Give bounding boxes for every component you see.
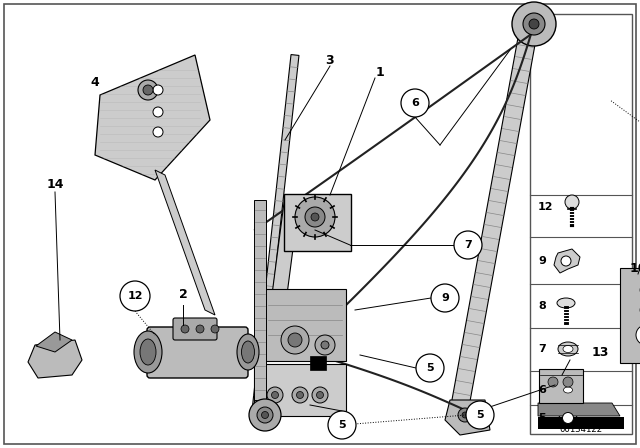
Polygon shape [554, 249, 580, 273]
Circle shape [312, 387, 328, 403]
Text: 5: 5 [338, 420, 346, 430]
Polygon shape [28, 340, 82, 378]
Ellipse shape [559, 384, 577, 396]
Circle shape [328, 411, 356, 439]
Circle shape [257, 407, 273, 423]
Ellipse shape [241, 341, 255, 363]
Circle shape [565, 195, 579, 209]
Circle shape [305, 207, 325, 227]
Circle shape [267, 387, 283, 403]
FancyBboxPatch shape [254, 364, 346, 416]
Text: 5: 5 [538, 413, 546, 423]
Ellipse shape [557, 298, 575, 308]
Text: 12: 12 [127, 291, 143, 301]
Text: 7: 7 [464, 240, 472, 250]
Text: 10: 10 [629, 262, 640, 275]
FancyBboxPatch shape [284, 194, 351, 251]
Text: 5: 5 [476, 410, 484, 420]
Circle shape [523, 13, 545, 35]
Circle shape [262, 412, 269, 418]
Circle shape [548, 377, 558, 387]
Bar [310, 356, 326, 370]
Text: 9: 9 [441, 293, 449, 303]
Bar [538, 417, 624, 429]
Circle shape [431, 284, 459, 312]
Circle shape [311, 213, 319, 221]
Circle shape [563, 413, 573, 423]
Bar [254, 200, 266, 400]
Circle shape [563, 377, 573, 387]
Ellipse shape [134, 331, 162, 373]
Polygon shape [538, 403, 620, 416]
Circle shape [281, 326, 309, 354]
Polygon shape [155, 170, 215, 315]
Circle shape [458, 408, 472, 422]
Ellipse shape [563, 345, 573, 353]
Circle shape [416, 354, 444, 382]
Circle shape [143, 85, 153, 95]
Circle shape [561, 256, 571, 266]
Ellipse shape [558, 342, 578, 356]
FancyBboxPatch shape [173, 318, 217, 340]
Circle shape [462, 412, 468, 418]
Text: 7: 7 [538, 344, 546, 354]
Text: 12: 12 [538, 202, 554, 212]
Circle shape [636, 325, 640, 345]
Circle shape [153, 85, 163, 95]
Circle shape [249, 399, 281, 431]
Circle shape [466, 401, 494, 429]
Text: 5: 5 [426, 363, 434, 373]
Text: 8: 8 [538, 301, 546, 311]
Circle shape [317, 392, 323, 399]
Circle shape [292, 387, 308, 403]
Circle shape [401, 89, 429, 117]
Ellipse shape [237, 334, 259, 370]
Circle shape [271, 392, 278, 399]
Polygon shape [445, 400, 490, 435]
Polygon shape [559, 408, 577, 428]
Circle shape [296, 392, 303, 399]
Text: 13: 13 [591, 346, 609, 359]
Text: 2: 2 [179, 289, 188, 302]
Text: 14: 14 [46, 178, 64, 191]
Circle shape [288, 333, 302, 347]
Ellipse shape [140, 339, 156, 365]
Bar [530, 14, 632, 434]
Ellipse shape [563, 387, 573, 393]
Circle shape [315, 335, 335, 355]
Circle shape [211, 325, 219, 333]
Circle shape [120, 281, 150, 311]
Text: 9: 9 [538, 256, 546, 266]
FancyBboxPatch shape [264, 289, 346, 361]
Circle shape [196, 325, 204, 333]
Circle shape [181, 325, 189, 333]
Text: 4: 4 [91, 76, 99, 89]
Circle shape [153, 127, 163, 137]
FancyBboxPatch shape [620, 268, 640, 363]
Circle shape [295, 197, 335, 237]
FancyBboxPatch shape [539, 369, 583, 403]
Polygon shape [270, 195, 300, 310]
Circle shape [153, 107, 163, 117]
Text: 3: 3 [326, 53, 334, 66]
Polygon shape [95, 55, 210, 180]
Circle shape [138, 80, 158, 100]
Text: 1: 1 [376, 65, 385, 78]
Text: 6: 6 [411, 98, 419, 108]
Text: 00134122: 00134122 [559, 426, 602, 435]
Circle shape [454, 231, 482, 259]
Circle shape [512, 2, 556, 46]
FancyBboxPatch shape [147, 327, 248, 378]
Polygon shape [251, 55, 299, 420]
Text: 6: 6 [538, 385, 546, 395]
Circle shape [321, 341, 329, 349]
Polygon shape [36, 332, 72, 352]
Polygon shape [451, 21, 539, 408]
Circle shape [529, 19, 539, 29]
